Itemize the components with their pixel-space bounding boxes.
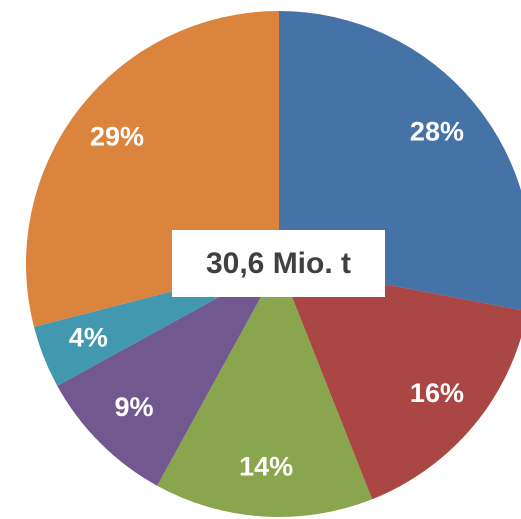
slice-label: 14% xyxy=(239,452,293,482)
pie-slice xyxy=(157,264,373,517)
slice-label: 29% xyxy=(90,121,144,151)
pie-slice xyxy=(57,264,280,486)
center-label: 30,6 Mio. t xyxy=(206,247,351,280)
slice-label: 28% xyxy=(410,116,464,146)
slice-label: 9% xyxy=(115,392,154,422)
data-labels: 28% 16% 14% 9% 4% 29% xyxy=(69,116,464,481)
slice-label: 16% xyxy=(410,378,464,408)
center-box xyxy=(172,230,385,297)
pie-slice xyxy=(279,264,521,500)
slice-label: 4% xyxy=(69,323,108,353)
